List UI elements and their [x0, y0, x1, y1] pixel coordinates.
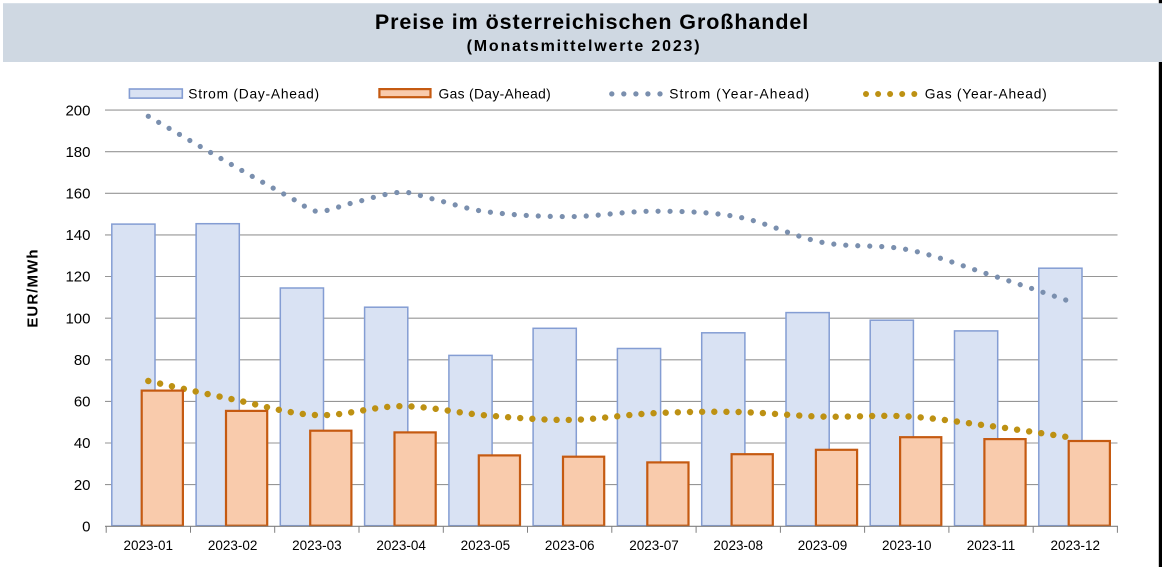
svg-text:180: 180	[65, 144, 90, 161]
svg-text:Strom (Year-Ahead): Strom (Year-Ahead)	[669, 86, 810, 101]
svg-text:Gas (Year-Ahead): Gas (Year-Ahead)	[925, 86, 1048, 101]
svg-text:0: 0	[82, 518, 90, 535]
svg-text:60: 60	[74, 394, 91, 411]
svg-text:2023-02: 2023-02	[208, 538, 258, 553]
svg-text:140: 140	[65, 227, 90, 244]
svg-text:2023-08: 2023-08	[713, 538, 763, 553]
svg-text:2023-12: 2023-12	[1051, 538, 1101, 553]
svg-text:2023-07: 2023-07	[629, 538, 679, 553]
svg-text:2023-05: 2023-05	[461, 538, 511, 553]
svg-text:(Monatsmittelwerte 2023): (Monatsmittelwerte 2023)	[467, 38, 702, 55]
svg-text:120: 120	[65, 269, 90, 286]
svg-text:40: 40	[74, 435, 91, 452]
svg-text:2023-11: 2023-11	[967, 538, 1016, 553]
svg-text:EUR/MWh: EUR/MWh	[25, 248, 42, 327]
svg-text:Gas (Day-Ahead): Gas (Day-Ahead)	[439, 86, 552, 101]
svg-text:160: 160	[65, 186, 90, 203]
svg-text:20: 20	[74, 477, 91, 494]
svg-text:2023-01: 2023-01	[124, 538, 174, 553]
svg-text:2023-04: 2023-04	[376, 538, 426, 553]
svg-text:2023-09: 2023-09	[798, 538, 848, 553]
svg-text:2023-10: 2023-10	[882, 538, 932, 553]
svg-text:2023-06: 2023-06	[545, 538, 595, 553]
svg-text:200: 200	[65, 102, 90, 119]
svg-text:2023-03: 2023-03	[292, 538, 342, 553]
svg-text:80: 80	[74, 352, 91, 369]
svg-text:Preise im österreichischen Gro: Preise im österreichischen Großhandel	[375, 10, 809, 34]
svg-text:Strom (Day-Ahead): Strom (Day-Ahead)	[188, 86, 320, 101]
svg-text:100: 100	[65, 310, 90, 327]
